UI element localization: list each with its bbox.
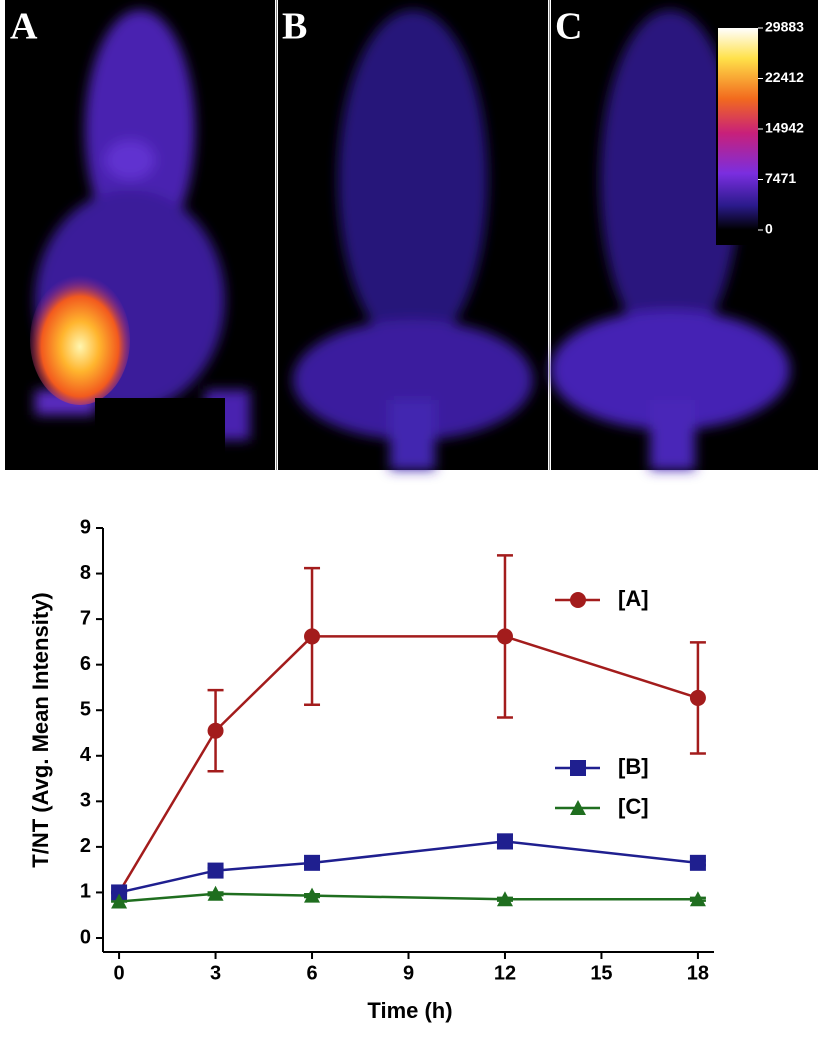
colorbar-tick-label: 22412: [765, 69, 804, 85]
marker: [111, 884, 128, 901]
y-tick-label: 5: [80, 699, 91, 721]
marker: [570, 760, 586, 776]
x-tick-label: 9: [403, 962, 414, 984]
x-tick-label: 15: [590, 962, 612, 984]
chart: Time (h) T/NT (Avg. Mean Intensity): [28, 592, 453, 1023]
y-tick-label: 3: [80, 790, 91, 812]
x-tick-label: 12: [494, 962, 516, 984]
marker: [304, 854, 321, 871]
marker: [570, 592, 586, 608]
y-tick-label: 6: [80, 653, 91, 675]
colorbar-tick-label: 7471: [765, 170, 796, 186]
marker: [207, 862, 224, 879]
panel-label: B: [282, 6, 307, 48]
x-tick-label: 3: [210, 962, 221, 984]
y-tick-label: 1: [80, 881, 91, 903]
marker: [570, 800, 586, 815]
colorbar-tick-label: 0: [765, 221, 773, 237]
panel-label: C: [555, 6, 582, 48]
marker: [207, 885, 224, 901]
marker: [207, 722, 224, 739]
legend-label: [B]: [618, 754, 649, 779]
marker: [689, 689, 706, 706]
y-tick-label: 9: [80, 516, 91, 538]
legend-label: [C]: [618, 794, 649, 819]
colorbar-tick-label: 14942: [765, 120, 804, 136]
series-line: [118, 892, 698, 903]
marker: [496, 628, 513, 645]
marker: [111, 893, 128, 909]
marker: [496, 833, 513, 850]
marker: [689, 891, 706, 907]
series-line: [118, 840, 699, 894]
legend-label: [A]: [618, 586, 649, 611]
mouse-images: A B C: [5, 0, 818, 470]
marker: [304, 887, 321, 903]
marker: [304, 628, 321, 645]
panel-label: A: [10, 6, 38, 48]
y-tick-label: 0: [80, 926, 91, 948]
colorbar: [718, 28, 758, 230]
y-tick-label: 8: [80, 562, 91, 584]
marker: [496, 891, 513, 907]
y-axis-label: T/NT (Avg. Mean Intensity): [28, 592, 53, 867]
x-tick-label: 0: [114, 962, 125, 984]
colorbar-tick-label: 29883: [765, 19, 804, 35]
y-tick-label: 7: [80, 607, 91, 629]
x-axis-label: Time (h): [367, 998, 452, 1023]
x-tick-label: 6: [306, 962, 317, 984]
y-tick-label: 2: [80, 835, 91, 857]
marker: [689, 854, 706, 871]
x-tick-label: 18: [687, 962, 709, 984]
y-tick-label: 4: [80, 744, 92, 766]
